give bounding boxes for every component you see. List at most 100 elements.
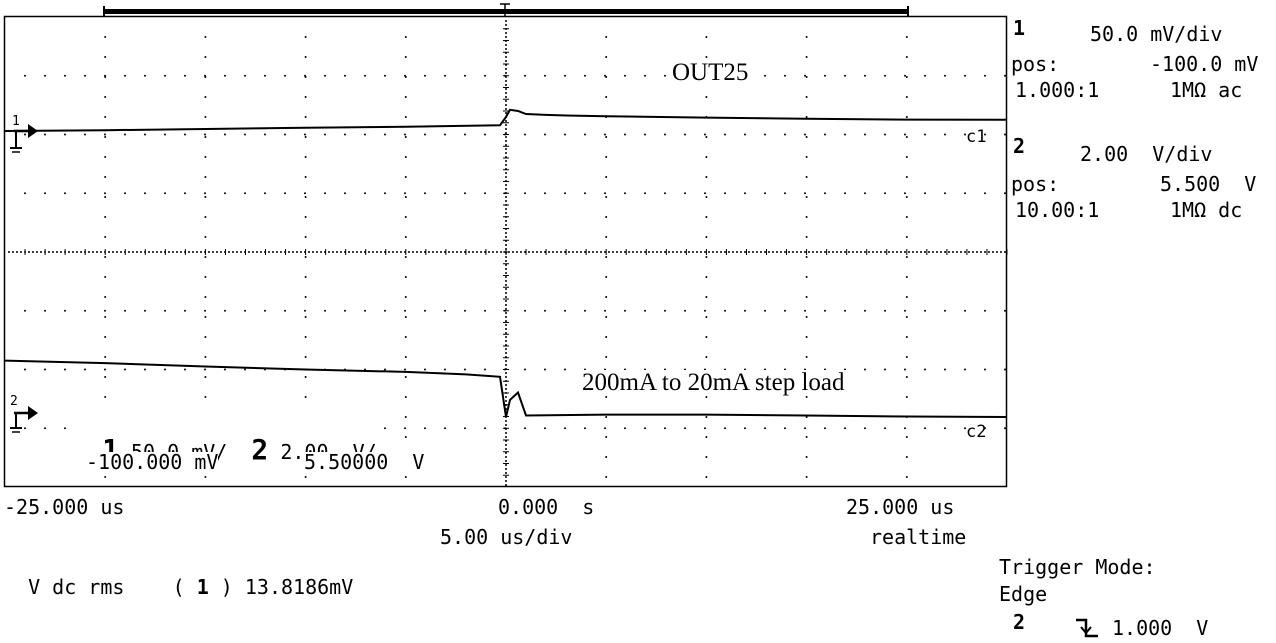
grid-dot: [944, 74, 946, 77]
grid-dot: [605, 216, 608, 218]
trace-c1: [4, 108, 1008, 132]
grid-dot: [260, 251, 262, 253]
grid-dot: [468, 251, 470, 253]
grid-dot: [244, 368, 246, 371]
grid-dot: [28, 251, 30, 253]
grid-dot: [204, 296, 207, 298]
grid-dot: [924, 368, 926, 371]
grid-dot: [464, 74, 466, 77]
grid-dot: [40, 251, 42, 253]
grid-dot: [724, 309, 726, 312]
grid-dot: [984, 368, 986, 371]
grid-dot: [664, 74, 666, 77]
grid-dot: [904, 368, 906, 371]
grid-dot: [144, 74, 146, 77]
grid-dot: [964, 192, 966, 195]
grid-dot: [605, 416, 608, 418]
grid-dot: [764, 427, 766, 430]
grid-dot: [724, 251, 726, 253]
grid-dot: [705, 136, 708, 138]
grid-dot: [520, 251, 522, 253]
measurement-paren-open: (: [172, 575, 185, 599]
grid-dot: [505, 436, 507, 438]
grid-dot: [716, 251, 718, 253]
acquisition-mode: realtime: [870, 525, 967, 549]
grid-dot: [644, 309, 646, 312]
grid-dot: [604, 251, 606, 253]
grid-dot: [304, 296, 307, 298]
grid-dot: [784, 427, 786, 430]
grid-dot: [505, 280, 507, 282]
trace-c2-tag: c2: [966, 422, 987, 442]
grid-dot: [484, 74, 486, 77]
grid-dot: [644, 74, 646, 77]
grid-dot: [524, 74, 526, 77]
grid-dot: [792, 251, 794, 253]
grid-dot: [316, 251, 318, 253]
grid-dot: [676, 251, 678, 253]
grid-dot: [336, 251, 338, 253]
grid-dot: [804, 74, 806, 77]
grid-dot: [1004, 368, 1006, 371]
grid-dot: [605, 136, 608, 138]
grid-dot: [124, 74, 126, 77]
grid-dot: [928, 251, 930, 253]
grid-dot: [700, 251, 702, 253]
grid-dot: [944, 309, 946, 312]
grid-dot: [964, 251, 966, 253]
grid-dot: [604, 74, 606, 77]
ch2-coupling: 1MΩ dc: [1170, 198, 1243, 222]
grid-dot: [728, 251, 730, 253]
grid-dot: [828, 251, 830, 253]
grid-dot: [1004, 133, 1006, 136]
grid-dot: [944, 133, 946, 136]
grid-dot: [664, 427, 666, 430]
grid-dot: [505, 92, 507, 94]
grid-dot: [164, 133, 166, 136]
grid-dot: [204, 256, 207, 258]
grid-dot: [188, 251, 190, 253]
grid-dot: [505, 448, 507, 450]
grid-dot: [680, 251, 682, 253]
grid-dot: [24, 74, 26, 77]
grid-dot: [648, 251, 650, 253]
record-bar: [104, 9, 908, 14]
grid-dot: [304, 96, 307, 98]
grid-dot: [505, 176, 507, 178]
grid-dot: [444, 74, 446, 77]
grid-dot: [560, 251, 562, 253]
grid-dot: [744, 133, 746, 136]
grid-dot: [912, 251, 914, 253]
grid-dot: [505, 112, 507, 114]
grid-dot: [424, 74, 426, 77]
grid-dot: [300, 251, 302, 253]
grid-dot: [104, 36, 107, 38]
grid-dot: [80, 251, 82, 253]
grid-dot: [605, 476, 608, 478]
grid-dot: [36, 251, 38, 253]
grid-dot: [484, 368, 486, 371]
grid-dot: [505, 464, 507, 466]
grid-dot: [900, 251, 902, 253]
grid-dot: [16, 251, 18, 253]
grid-dot: [856, 251, 858, 253]
grid-dot: [784, 309, 786, 312]
grid-dot: [304, 476, 307, 478]
grid-dot: [104, 76, 107, 78]
grid-dot: [304, 376, 307, 378]
grid-dot: [705, 316, 708, 318]
grid-dot: [384, 427, 386, 430]
grid-dot: [805, 396, 808, 398]
grid-dot: [496, 251, 498, 253]
grid-dot: [552, 251, 554, 253]
grid-dot: [505, 264, 507, 266]
grid-dot: [708, 251, 710, 253]
grid-dot: [400, 251, 402, 253]
grid-dot: [160, 251, 162, 253]
grid-dot: [1004, 74, 1006, 77]
grid-dot: [672, 251, 674, 253]
grid-dot: [56, 251, 58, 253]
grid-dot: [805, 476, 808, 478]
grid-dot: [404, 368, 406, 371]
grid-dot: [605, 316, 608, 318]
